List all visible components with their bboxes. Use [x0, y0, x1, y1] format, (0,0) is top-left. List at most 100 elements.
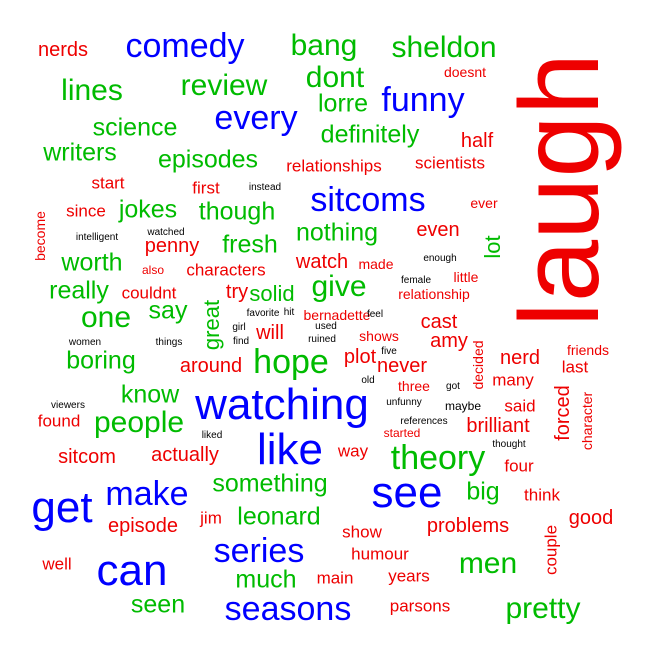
word-dont: dont — [305, 61, 365, 94]
word-viewers: viewers — [51, 400, 85, 411]
word-way: way — [337, 441, 369, 461]
word-maybe: maybe — [444, 399, 482, 413]
word-episode: episode — [107, 515, 179, 537]
word-hope: hope — [253, 343, 329, 381]
word-can: can — [96, 546, 168, 595]
word-friends: friends — [566, 342, 610, 358]
word-three: three — [398, 378, 430, 394]
word-see: see — [371, 468, 443, 517]
word-forced: forced — [552, 385, 574, 441]
word-character: character — [579, 391, 595, 451]
word-solid: solid — [249, 281, 295, 306]
word-couldnt: couldnt — [121, 283, 177, 303]
word-main: main — [316, 568, 354, 588]
word-fresh: fresh — [222, 230, 278, 259]
word-intelligent: intelligent — [75, 232, 119, 243]
word-brilliant: brilliant — [466, 415, 530, 437]
word-theory: theory — [390, 439, 486, 477]
word-men: men — [458, 547, 518, 580]
word-since: since — [66, 201, 106, 221]
word-definitely: definitely — [320, 120, 420, 149]
word-jim: jim — [200, 508, 222, 528]
word-lines: lines — [61, 74, 123, 107]
word-plot: plot — [343, 346, 377, 368]
word-find: find — [232, 336, 250, 347]
word-nerds: nerds — [37, 39, 89, 61]
word-instead: instead — [248, 182, 282, 193]
word-used: used — [315, 321, 337, 332]
word-favorite: favorite — [246, 308, 280, 319]
word-lorre: lorre — [317, 89, 369, 118]
word-four: four — [504, 456, 534, 476]
word-references: references — [400, 416, 448, 427]
word-doesnt: doesnt — [443, 64, 487, 80]
word-nerd: nerd — [499, 347, 541, 369]
word-comedy: comedy — [125, 27, 245, 65]
word-characters: characters — [186, 260, 266, 280]
word-also: also — [141, 263, 165, 277]
word-nothing: nothing — [295, 218, 379, 247]
word-half: half — [460, 130, 494, 152]
word-said: said — [504, 396, 536, 416]
word-thought: thought — [492, 439, 526, 450]
word-great: great — [199, 299, 224, 351]
word-series: series — [213, 532, 305, 570]
word-problems: problems — [426, 515, 510, 537]
word-parsons: parsons — [389, 596, 451, 616]
word-bang: bang — [290, 29, 358, 62]
word-leonard: leonard — [237, 502, 321, 531]
word-give: give — [311, 270, 367, 303]
word-relationships: relationships — [286, 156, 382, 176]
word-actually: actually — [151, 444, 219, 466]
word-jokes: jokes — [118, 195, 178, 224]
word-first: first — [192, 178, 220, 198]
word-something: something — [212, 469, 328, 498]
word-around: around — [179, 355, 243, 377]
word-though: though — [198, 197, 276, 226]
word-made: made — [358, 256, 394, 272]
word-make: make — [105, 475, 189, 513]
word-really: really — [49, 276, 109, 305]
word-show: show — [342, 522, 382, 542]
word-bernadette: bernadette — [303, 307, 371, 323]
word-watched: watched — [147, 227, 185, 238]
word-enough: enough — [423, 253, 457, 264]
word-started: started — [383, 426, 421, 440]
word-scientists: scientists — [415, 153, 485, 173]
word-ever: ever — [470, 195, 498, 211]
word-cast: cast — [420, 311, 458, 333]
word-every: every — [214, 99, 298, 137]
word-well: well — [42, 554, 72, 574]
word-things: things — [155, 337, 183, 348]
word-hit: hit — [283, 307, 295, 318]
word-episodes: episodes — [157, 145, 259, 174]
word-funny: funny — [381, 81, 465, 119]
word-many: many — [492, 370, 534, 390]
word-get: get — [31, 483, 93, 532]
word-decided: decided — [470, 340, 486, 390]
word-seasons: seasons — [224, 590, 352, 628]
word-review: review — [180, 69, 268, 102]
word-girl: girl — [232, 322, 246, 333]
word-sitcoms: sitcoms — [310, 181, 426, 219]
word-pretty: pretty — [505, 592, 581, 625]
word-relationship: relationship — [398, 286, 470, 302]
word-become: become — [32, 211, 48, 261]
word-boring: boring — [66, 346, 136, 375]
word-shows: shows — [359, 328, 399, 344]
word-years: years — [388, 566, 430, 586]
word-science: science — [92, 113, 178, 142]
word-worth: worth — [61, 248, 123, 277]
word-know: know — [120, 380, 180, 409]
word-feel: feel — [366, 309, 384, 320]
word-last: last — [561, 357, 589, 377]
word-try: try — [225, 281, 249, 303]
word-amy: amy — [430, 330, 468, 352]
word-much: much — [235, 565, 297, 594]
word-female: female — [400, 275, 432, 286]
word-five: five — [381, 346, 397, 357]
word-people: people — [93, 406, 185, 439]
word-found: found — [37, 411, 81, 431]
word-sitcom: sitcom — [58, 446, 116, 468]
